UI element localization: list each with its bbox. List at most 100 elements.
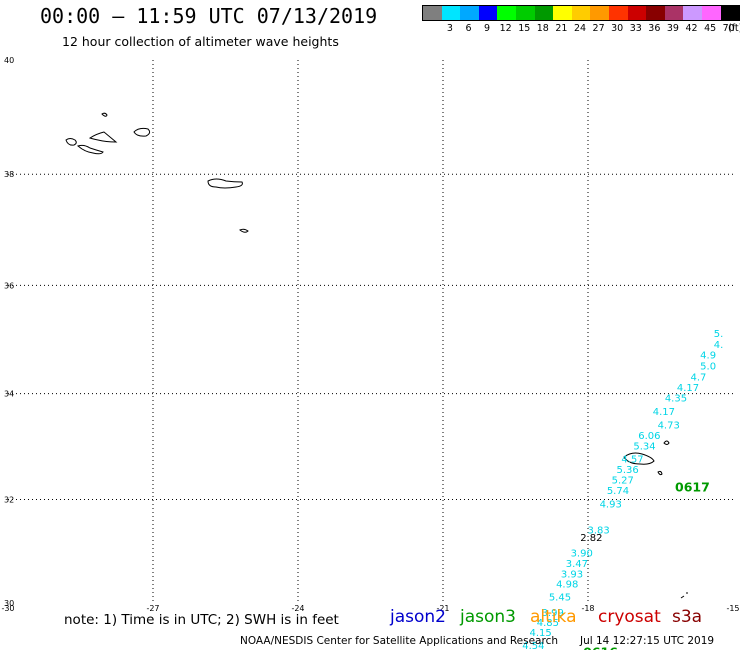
legend-tick-label: 27: [592, 23, 605, 34]
swh-value: 5.: [714, 329, 724, 340]
legend-tick-label: 3: [446, 23, 453, 34]
swh-value: 4.93: [600, 499, 622, 510]
legend-swatch: [460, 6, 479, 20]
legend-swatch: [441, 6, 461, 20]
legend-swatch: [627, 6, 647, 20]
legend-swatch: [701, 6, 721, 20]
map-gridlines: [8, 60, 733, 603]
legend-tick-label: 12: [499, 23, 512, 34]
satellite-jason3-label: jason3: [460, 607, 516, 627]
legend-swatch: [515, 6, 535, 20]
swh-value: 5.34: [633, 442, 655, 453]
swh-value: 5.27: [612, 476, 634, 487]
satellite-s3a-label: s3a: [672, 607, 703, 627]
legend-swatch: [571, 6, 591, 20]
legend-tick-label: 42: [685, 23, 698, 34]
island-outline: [239, 228, 249, 233]
swh-value: 3.47: [566, 559, 588, 570]
legend-unit: (ft): [728, 23, 740, 34]
swh-value: 3.83: [587, 525, 609, 536]
swh-value: 4.54: [522, 641, 544, 650]
island-outline: [623, 452, 655, 465]
swh-value: 4.15: [529, 628, 551, 639]
swh-value: 4.17: [677, 383, 699, 394]
map-axis-labels: -30 -27 -24 -21 -18 -15 40 38 36 34 32 30: [1, 56, 739, 613]
legend-swatch: [608, 6, 628, 20]
longitude-label: -30: [1, 604, 14, 613]
pass-time-label: 0616: [583, 645, 618, 650]
swh-value: 5.74: [607, 486, 629, 497]
swh-value: 4.57: [621, 455, 643, 466]
pass-time-label: 0617: [675, 480, 710, 495]
map-title: 00:00 — 11:59 UTC 07/13/2019: [40, 4, 378, 28]
units-note: note: 1) Time is in UTC; 2) SWH is in fe…: [64, 612, 339, 628]
legend-tick-label: 15: [518, 23, 531, 34]
swh-value: 4.: [714, 340, 724, 351]
legend-tick-label: 39: [666, 23, 679, 34]
legend-tick-label: 30: [611, 23, 624, 34]
satellite-jason2-label: jason2: [390, 607, 446, 627]
island-outline: [77, 144, 104, 155]
island-outline: [133, 127, 151, 137]
footer-timestamp: Jul 14 12:27:15 UTC 2019: [580, 635, 715, 647]
swh-value: 5.0: [700, 362, 716, 373]
latitude-label: 38: [4, 170, 14, 179]
legend-tick-label: 33: [629, 23, 642, 34]
legend-swatch: [664, 6, 684, 20]
island-outline: [657, 470, 663, 476]
longitude-label: -21: [436, 604, 449, 613]
latitude-label: 40: [4, 56, 14, 65]
latitude-label: 34: [4, 390, 14, 399]
island-outline: [88, 131, 118, 143]
footer: NOAA/NESDIS Center for Satellite Applica…: [240, 635, 714, 647]
island-outline: [207, 178, 243, 189]
legend-swatch: [590, 6, 609, 20]
legend-swatch: [534, 6, 554, 20]
swh-value: 5.36: [616, 465, 638, 476]
swh-value: 5.45: [549, 592, 571, 603]
latitude-label: 36: [4, 281, 14, 290]
legend-swatch: [553, 6, 572, 20]
swh-value: 3.93: [561, 569, 583, 580]
swh-value: 4.85: [537, 618, 559, 629]
legend-tick-label: 24: [573, 23, 587, 34]
longitude-label: -27: [146, 604, 159, 613]
swh-value: 4.35: [665, 394, 687, 405]
swh-value: 2.82: [580, 533, 602, 544]
pass-time-labels: 061706160615: [583, 480, 710, 650]
coastline-outlines: [65, 112, 688, 599]
legend-tick-label: 6: [465, 23, 472, 34]
swh-value: 3.90: [571, 549, 593, 560]
legend-swatch: [497, 6, 516, 20]
legend-swatch: [646, 6, 665, 20]
footer-credit: NOAA/NESDIS Center for Satellite Applica…: [240, 635, 558, 647]
longitude-label: -18: [581, 604, 594, 613]
latitude-label: 32: [4, 495, 14, 504]
altimeter-track: 5.4.4.95.04.74.174.354.174.736.065.344.5…: [522, 329, 724, 650]
latitude-label: 30: [4, 599, 14, 608]
island-outline: [680, 595, 685, 599]
satellite-cryosat-label: cryosat: [598, 607, 661, 627]
swh-value: 6.06: [638, 431, 660, 442]
swh-value: 3.99: [542, 608, 564, 619]
legend-tick-label: 36: [648, 23, 661, 34]
legend-color-bar: [422, 5, 740, 21]
satellite-altika-label: altika: [530, 607, 577, 627]
swh-value: 4.17: [653, 407, 675, 418]
island-outline: [663, 440, 670, 445]
legend-swatch: [478, 6, 498, 20]
island-outline: [65, 138, 77, 146]
swh-value: 4.73: [658, 420, 680, 431]
longitude-label: -24: [291, 604, 304, 613]
map-subtitle: 12 hour collection of altimeter wave hei…: [62, 34, 339, 49]
legend-tick-label: 45: [704, 23, 717, 34]
longitude-label: -15: [726, 604, 739, 613]
swh-value: 4.98: [556, 580, 578, 591]
legend-tick-label: 70: [722, 23, 735, 34]
legend-swatch: [720, 6, 740, 20]
island-outline: [101, 112, 108, 117]
swh-value: 4.9: [700, 351, 716, 362]
